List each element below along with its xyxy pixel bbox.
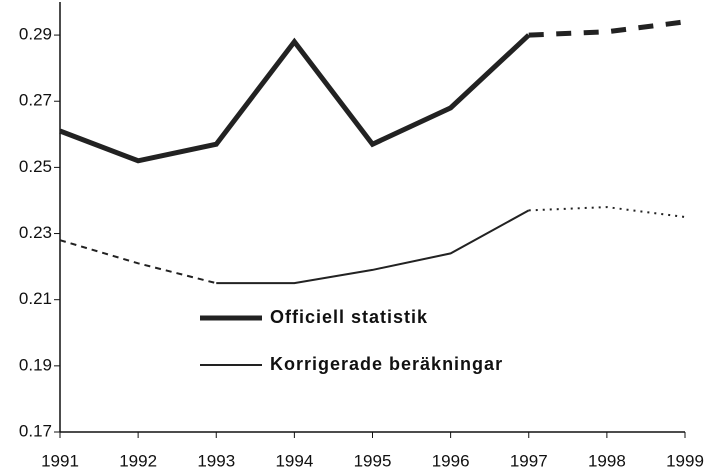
series-line	[528, 19, 686, 38]
y-tick-label: 0.19	[19, 355, 52, 374]
x-tick-label: 1997	[510, 451, 548, 470]
y-tick-label: 0.17	[19, 421, 52, 440]
y-tick-label: 0.27	[19, 91, 52, 110]
legend-label: Korrigerade beräkningar	[270, 354, 503, 374]
x-tick-label: 1996	[432, 451, 470, 470]
x-tick-label: 1999	[666, 451, 704, 470]
y-tick-label: 0.23	[19, 223, 52, 242]
x-tick-label: 1992	[119, 451, 157, 470]
legend-label: Officiell statistik	[270, 307, 428, 327]
series-line	[59, 33, 531, 164]
series-line	[59, 239, 217, 285]
y-tick-label: 0.21	[19, 289, 52, 308]
series-line	[528, 206, 686, 218]
x-tick-label: 1995	[354, 451, 392, 470]
x-tick-label: 1994	[275, 451, 313, 470]
y-tick-label: 0.25	[19, 157, 52, 176]
x-tick-label: 1993	[197, 451, 235, 470]
series-line	[216, 209, 530, 285]
x-tick-label: 1991	[41, 451, 79, 470]
x-tick-label: 1998	[588, 451, 626, 470]
y-tick-label: 0.29	[19, 25, 52, 44]
